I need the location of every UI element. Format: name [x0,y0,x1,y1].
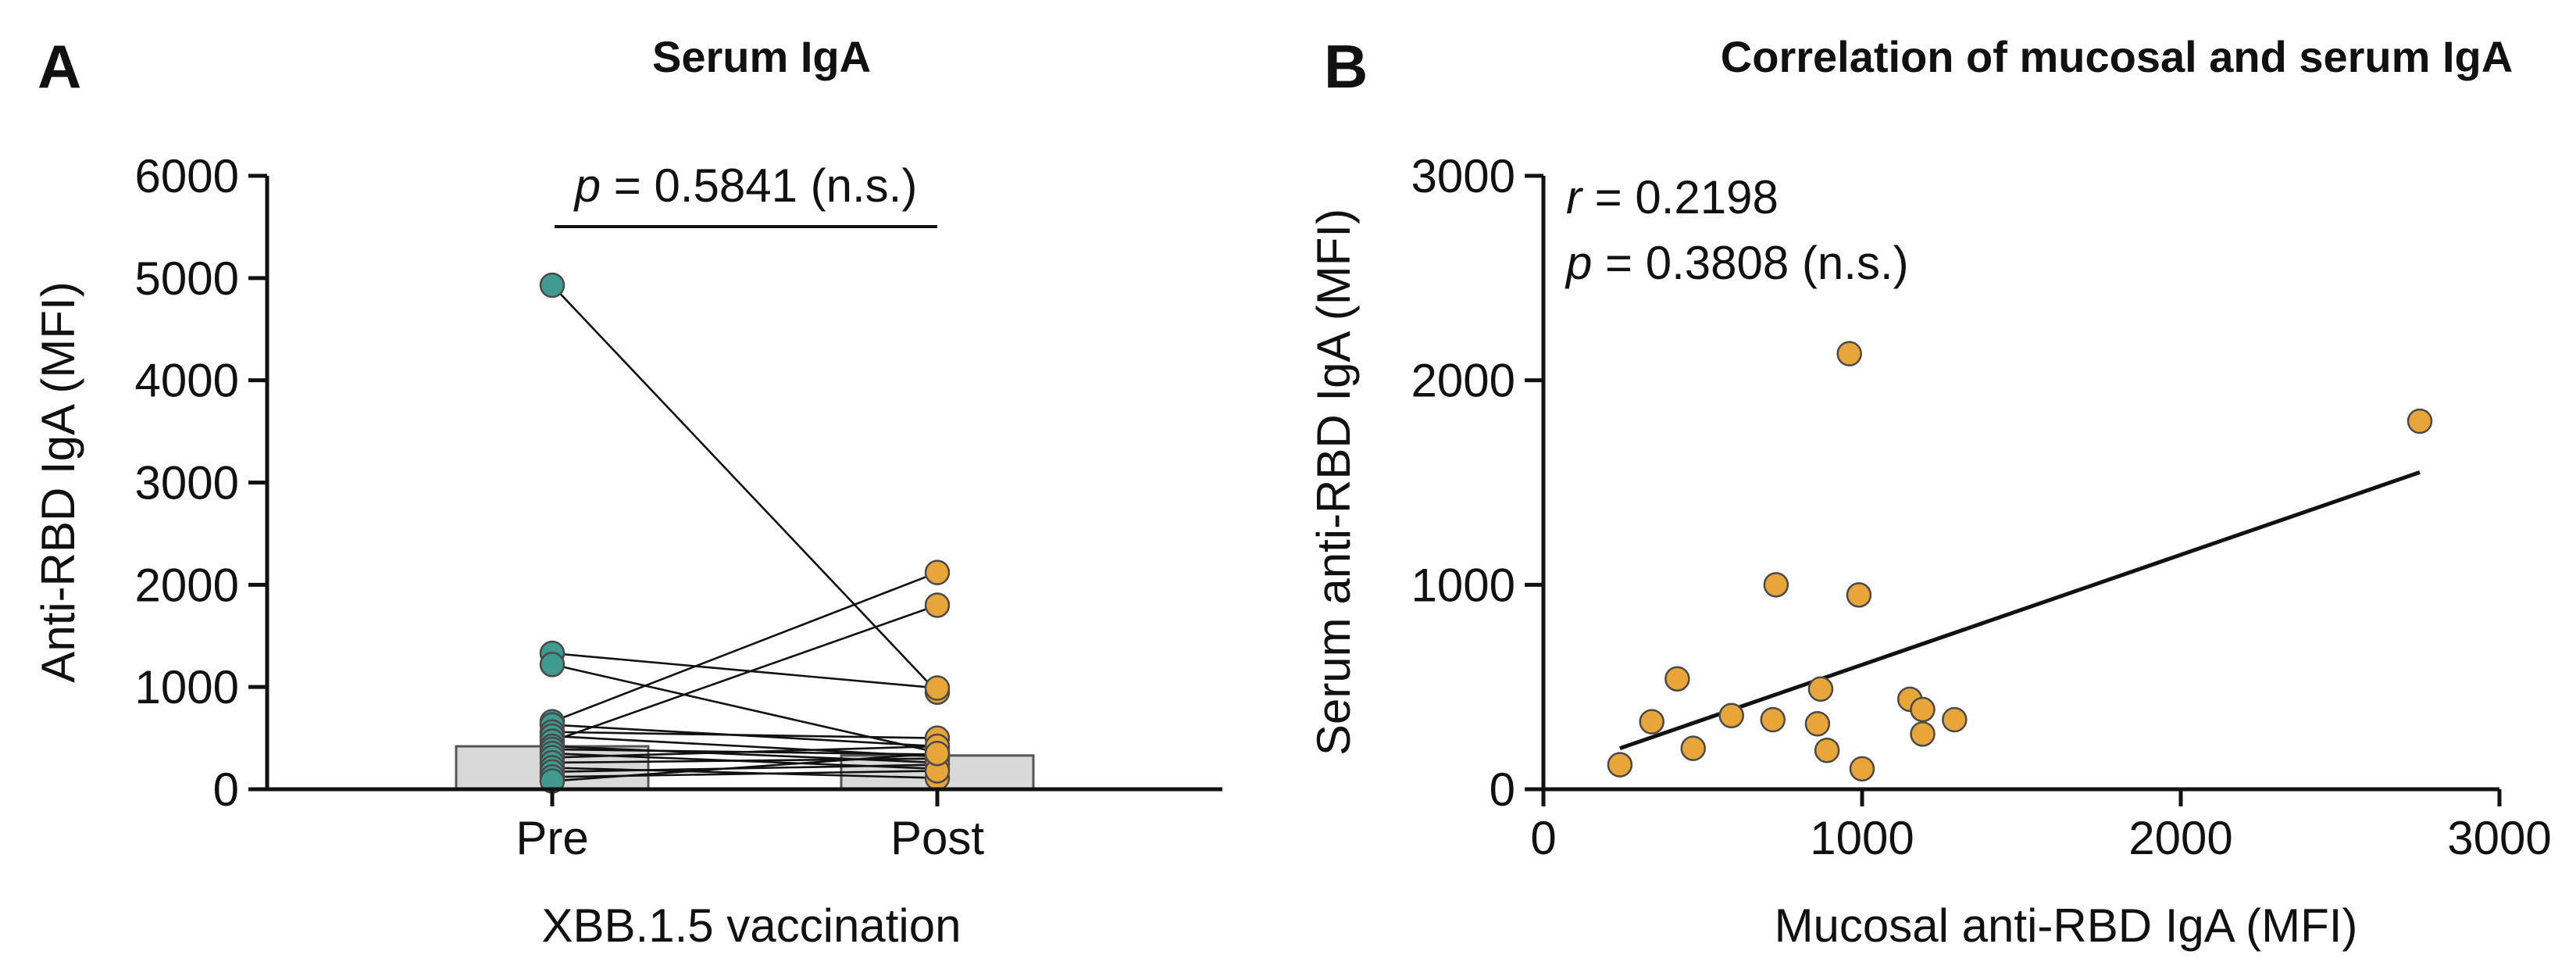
y-tick-label: 5000 [135,252,239,305]
r-symbol: r [1566,171,1583,223]
post-point [924,560,951,585]
post-point [924,592,951,618]
panel-a-chart: 0 1000 2000 3000 4000 5000 6000 Pre Post p = 0.… [32,150,1222,952]
scatter-point [1804,711,1831,737]
scatter-point [1763,572,1789,598]
scatter-point [1849,756,1875,782]
post-point [924,675,951,701]
paired-line [551,757,938,764]
scatter-point [1942,706,1968,733]
panel-a-letter: A [37,32,81,101]
paired-line [551,652,938,689]
x-tick-label: 0 [1530,812,1556,864]
x-tick-label: 1000 [1810,812,1914,864]
scatter-point [1639,709,1664,735]
y-tick-label: 2000 [1411,355,1515,407]
x-tick-label: Post [890,812,984,864]
y-tick-label: 1000 [135,661,239,713]
p-value-text: = 0.3808 (n.s.) [1592,237,1908,289]
y-tick-label: 2000 [135,559,239,611]
paired-line [551,752,938,782]
scatter-point [1846,582,1872,608]
scatter-point [2407,408,2433,434]
paired-line [551,284,938,693]
x-tick-label: 2000 [2128,812,2232,864]
paired-line [551,767,938,779]
paired-line [551,731,938,739]
p-symbol: p [1565,237,1592,289]
scatter-point [1718,703,1744,729]
p-symbol: p [573,159,601,212]
x-tick-label: Pre [516,812,588,864]
panel-b-letter: B [1324,32,1368,101]
y-tick-label: 0 [1490,763,1515,816]
scatter-point [1607,752,1633,778]
panel-b-chart: 0 1000 2000 3000 0 1000 2000 3000 r = 0.2198 p… [1308,150,2552,952]
scatter-point [1680,735,1707,761]
scatter-point [1807,676,1834,703]
paired-line [551,571,938,723]
y-tick-label: 3000 [1411,150,1515,202]
regression-line [1619,470,2421,751]
panel-b-p-annotation: p = 0.3808 (n.s.) [1565,237,1909,289]
scatter-point [1760,706,1786,733]
paired-line [551,763,938,774]
panel-b-r-annotation: r = 0.2198 [1566,171,1779,223]
y-tick-label: 6000 [135,150,239,202]
panel-b-x-label: Mucosal anti-RBD IgA (MFI) [1775,899,2358,952]
panel-b-y-label: Serum anti-RBD IgA (MFI) [1308,209,1360,756]
panel-a-y-label: Anti-RBD IgA (MFI) [32,281,84,682]
scatter-point [1910,696,1936,723]
panel-b-title: Correlation of mucosal and serum IgA [1721,32,2513,81]
paired-line [551,604,938,742]
x-tick-label: 3000 [2447,812,2551,864]
paired-line [551,745,938,759]
panel-a-x-label: XBB.1.5 vaccination [542,899,962,952]
scatter-point [1836,341,1862,366]
y-tick-label: 0 [213,763,239,816]
pre-point [539,272,566,299]
y-tick-label: 3000 [135,457,239,509]
scatter-point [1664,666,1690,692]
scatter-point [1814,738,1840,763]
pre-point [539,652,566,677]
panel-a-title: Serum IgA [652,32,871,81]
y-tick-label: 4000 [135,355,239,407]
scatter-point [1910,721,1936,747]
p-value-text: = 0.5841 (n.s.) [601,159,917,212]
post-point [924,740,951,767]
r-value-text: = 0.2198 [1582,171,1779,223]
y-tick-label: 1000 [1411,559,1515,611]
panel-a-p-annotation: p = 0.5841 (n.s.) [573,159,918,212]
